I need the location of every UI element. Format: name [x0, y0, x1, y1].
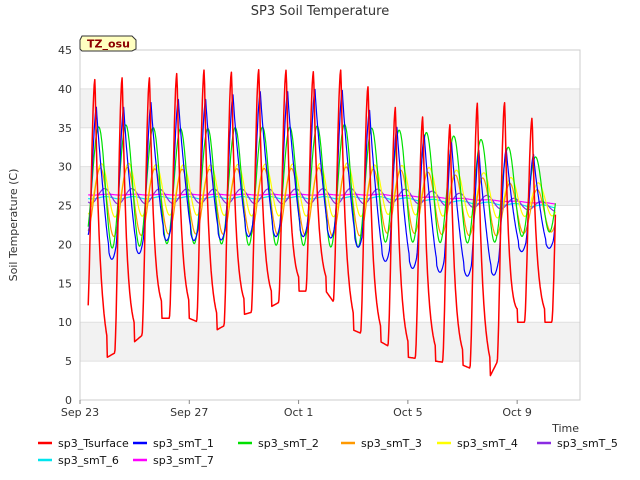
- band-10: [80, 283, 580, 323]
- legend-label-sp3_smT_1: sp3_smT_1: [153, 437, 214, 450]
- band-40: [80, 50, 580, 89]
- y-tick-label: 25: [58, 200, 72, 213]
- x-tick-label: Oct 1: [284, 406, 314, 419]
- station-badge-text: TZ_osu: [87, 38, 130, 51]
- legend-label-sp3_Tsurface: sp3_Tsurface: [58, 437, 129, 450]
- station-badge-box: [79, 35, 137, 52]
- x-tick-label: Sep 23: [61, 406, 99, 419]
- series-lines: [87, 68, 557, 377]
- plot-frame: [79, 49, 581, 401]
- y-axis-ticks: 0 5 10 15 20 25 30 35 40 45: [58, 44, 72, 407]
- y-axis-label: Soil Temperature (C): [7, 169, 20, 282]
- band-15: [80, 244, 580, 284]
- x-axis-label: Time: [551, 422, 579, 435]
- y-tick-label: 5: [65, 355, 72, 368]
- x-tick-label: Oct 5: [393, 406, 423, 419]
- legend-label-sp3_smT_6: sp3_smT_6: [58, 454, 119, 467]
- series-line-sp3_smT_7: [88, 193, 556, 205]
- band-5: [80, 322, 580, 362]
- band-0: [80, 361, 580, 400]
- y-tick-label: 30: [58, 161, 72, 174]
- y-tick-label: 15: [58, 277, 72, 290]
- legend-label-sp3_smT_7: sp3_smT_7: [153, 454, 214, 467]
- y-tick-label: 45: [58, 44, 72, 57]
- y-tick-label: 35: [58, 122, 72, 135]
- series-line-sp3_Tsurface: [87, 68, 557, 377]
- band-35: [80, 88, 580, 128]
- legend-label-sp3_smT_5: sp3_smT_5: [557, 437, 618, 450]
- station-badge: TZ_osu: [79, 35, 137, 52]
- x-axis-ticks: Sep 23 Sep 27 Oct 1 Oct 5 Oct 9: [61, 400, 532, 419]
- legend-label-sp3_smT_4: sp3_smT_4: [457, 437, 518, 450]
- series-line-sp3_smT_1: [87, 88, 556, 277]
- legend-label-sp3_smT_2: sp3_smT_2: [258, 437, 319, 450]
- legend-label-sp3_smT_3: sp3_smT_3: [361, 437, 422, 450]
- x-tick-label: Sep 27: [170, 406, 208, 419]
- x-tick-label: Oct 9: [502, 406, 532, 419]
- series-line-sp3_smT_4: [87, 162, 556, 219]
- chart-title: SP3 Soil Temperature: [251, 4, 389, 19]
- legend: sp3_Tsurface sp3_smT_1 sp3_smT_2 sp3_smT_3 s…: [38, 437, 618, 467]
- y-tick-label: 10: [58, 316, 72, 329]
- y-tick-label: 0: [65, 394, 72, 407]
- band-30: [80, 127, 580, 167]
- band-25: [80, 166, 580, 206]
- y-tick-label: 40: [58, 83, 72, 96]
- y-tick-label: 20: [58, 238, 72, 251]
- series-line-sp3_smT_5: [87, 187, 556, 212]
